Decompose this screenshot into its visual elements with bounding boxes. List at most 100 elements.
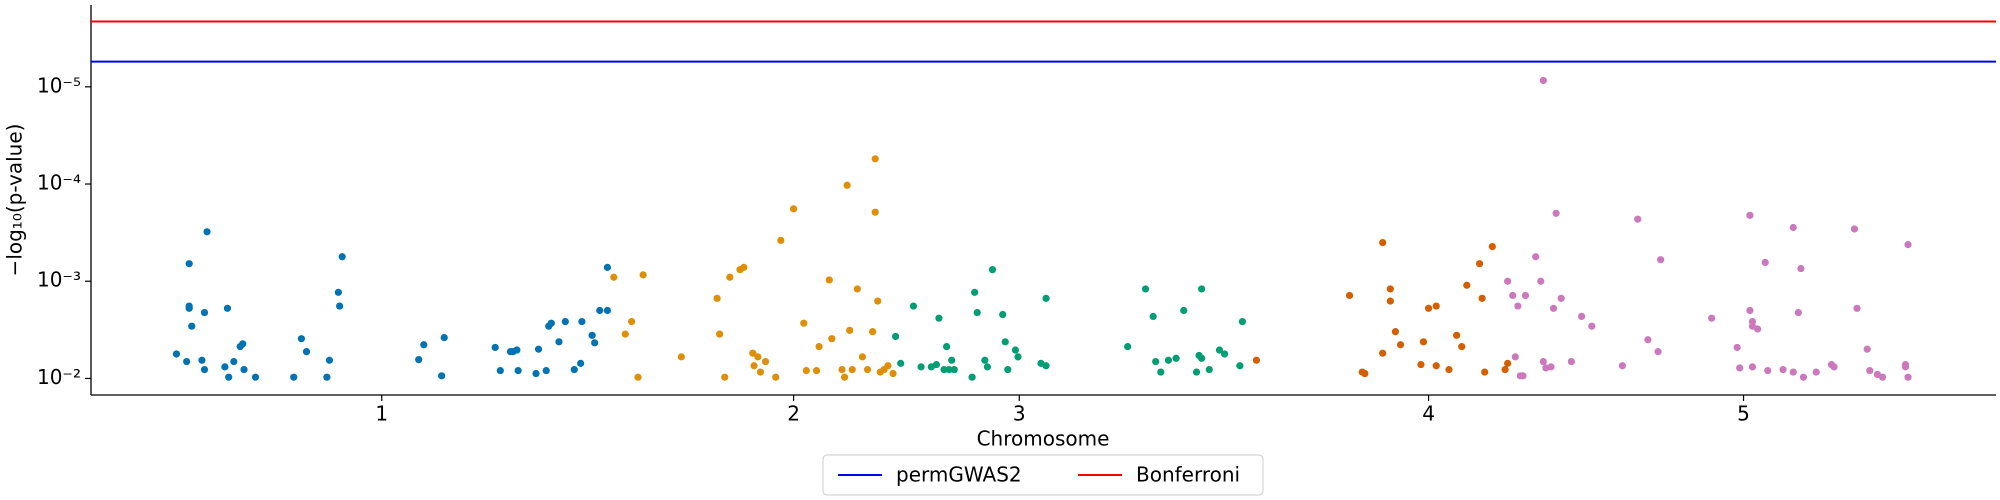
point: [988, 266, 997, 274]
point: [846, 326, 854, 334]
point: [610, 273, 618, 281]
point: [578, 317, 586, 326]
point: [1736, 364, 1744, 372]
point: [323, 373, 331, 381]
point: [950, 365, 958, 374]
point: [812, 366, 821, 375]
point: [874, 297, 882, 305]
point: [1149, 312, 1157, 321]
y-tick-label: 10⁻²: [37, 365, 81, 389]
y-tick-label: 10⁻⁴: [37, 171, 81, 195]
point: [1386, 297, 1394, 305]
point: [789, 205, 798, 213]
point: [639, 271, 647, 279]
point: [1748, 363, 1757, 371]
point: [223, 304, 232, 312]
point: [1432, 302, 1440, 310]
point: [871, 155, 879, 163]
point: [981, 356, 989, 364]
point: [1180, 306, 1188, 315]
point: [777, 236, 785, 244]
point: [547, 319, 555, 327]
point: [1488, 242, 1496, 251]
point: [1252, 356, 1261, 364]
point: [750, 362, 758, 370]
point: [871, 208, 879, 216]
point: [1198, 285, 1206, 293]
point: [1198, 354, 1206, 362]
x-tick-label: 5: [1737, 402, 1750, 426]
point: [756, 368, 765, 376]
point: [290, 373, 298, 381]
point: [1850, 225, 1859, 233]
point: [1789, 368, 1797, 376]
point: [973, 308, 981, 317]
point: [1432, 362, 1440, 370]
point: [1779, 365, 1787, 374]
point: [968, 373, 976, 381]
point: [983, 363, 991, 371]
point: [802, 366, 810, 375]
point: [1361, 369, 1369, 378]
point: [297, 335, 305, 343]
point: [183, 357, 191, 366]
point: [1478, 294, 1486, 302]
point: [1812, 368, 1820, 376]
point: [1753, 325, 1762, 333]
point: [1004, 365, 1012, 374]
point: [772, 373, 780, 381]
point: [940, 365, 948, 374]
point: [1532, 253, 1540, 261]
point: [1789, 223, 1797, 232]
point: [221, 363, 229, 371]
point: [1644, 336, 1652, 344]
point: [838, 365, 846, 374]
point: [1618, 362, 1626, 370]
point: [513, 346, 521, 354]
point: [1220, 350, 1229, 358]
point: [198, 356, 206, 364]
point: [948, 356, 956, 364]
point: [542, 366, 550, 375]
point: [1557, 294, 1565, 302]
point: [188, 322, 196, 330]
point: [1481, 368, 1489, 376]
point: [251, 373, 260, 381]
point: [1192, 368, 1201, 376]
point: [1511, 353, 1519, 361]
point: [302, 348, 311, 356]
point: [1042, 362, 1050, 370]
point: [1654, 348, 1662, 356]
point: [971, 288, 979, 296]
point: [754, 353, 762, 361]
point: [869, 328, 877, 336]
point: [1588, 322, 1596, 330]
point: [749, 349, 757, 357]
point: [338, 253, 346, 261]
point: [800, 319, 808, 327]
point: [840, 373, 849, 381]
point: [1539, 76, 1547, 85]
point: [1761, 258, 1769, 266]
point: [761, 357, 770, 366]
point: [440, 333, 448, 342]
point: [909, 302, 918, 310]
point: [1799, 373, 1808, 381]
point: [1634, 215, 1642, 223]
point: [1746, 306, 1754, 315]
x-tick-label: 3: [1013, 402, 1026, 426]
point: [1866, 366, 1874, 375]
point: [891, 332, 900, 341]
point: [532, 369, 540, 378]
point: [1904, 241, 1912, 249]
legend-label: permGWAS2: [896, 463, 1022, 487]
point: [828, 335, 836, 343]
point: [230, 357, 238, 366]
point: [1205, 365, 1213, 374]
point: [1379, 238, 1387, 247]
point: [1764, 366, 1772, 375]
point: [1708, 314, 1716, 322]
point: [1863, 345, 1871, 353]
point: [843, 181, 851, 189]
